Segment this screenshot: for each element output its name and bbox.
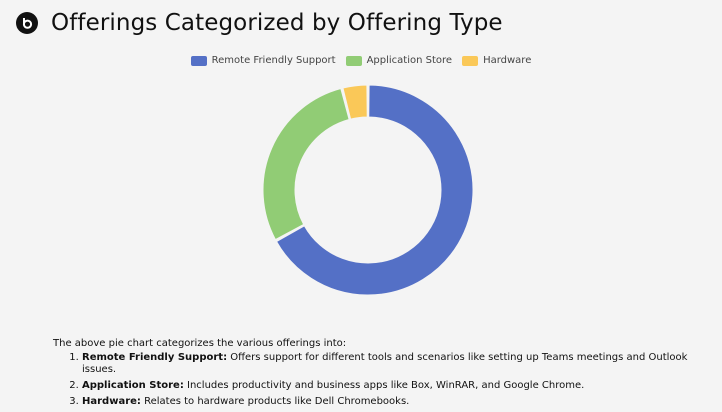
page-title: Offerings Categorized by Offering Type (51, 10, 503, 36)
list-item-term: Hardware: (82, 396, 141, 407)
legend-item-remote-friendly-support[interactable]: Remote Friendly Support (190, 55, 336, 66)
pie-slice-application-store[interactable] (262, 88, 350, 241)
list-item: Hardware: Relates to hardware products l… (82, 396, 722, 408)
legend-swatch (345, 55, 362, 66)
list-item: Application Store: Includes productivity… (82, 380, 722, 392)
list-item-text: Offers support for different tools and s… (82, 352, 688, 375)
description-intro: The above pie chart categorizes the vari… (53, 338, 347, 349)
chart-description: The above pie chart categorizes the vari… (53, 338, 722, 412)
beats-logo-icon[interactable] (16, 12, 38, 34)
list-item-term: Remote Friendly Support: (82, 352, 228, 363)
list-item-text: Includes productivity and business apps … (183, 380, 585, 391)
legend-label: Remote Friendly Support (211, 55, 336, 66)
legend-swatch (190, 55, 207, 66)
description-list: Remote Friendly Support: Offers support … (53, 352, 722, 408)
header: Offerings Categorized by Offering Type (16, 6, 503, 40)
pie-slice-remote-friendly-support[interactable] (276, 84, 474, 296)
list-item-text: Relates to hardware products like Dell C… (140, 396, 410, 407)
legend-swatch (462, 55, 479, 66)
pie-slice-hardware[interactable] (342, 84, 368, 120)
list-item-term: Application Store: (82, 380, 184, 391)
chart-legend: Remote Friendly Support Application Stor… (0, 55, 722, 66)
list-item: Remote Friendly Support: Offers support … (82, 352, 722, 376)
legend-item-hardware[interactable]: Hardware (462, 55, 531, 66)
legend-label: Hardware (483, 55, 532, 66)
legend-label: Application Store (366, 55, 453, 66)
legend-item-application-store[interactable]: Application Store (345, 55, 453, 66)
doughnut-chart (262, 84, 474, 296)
